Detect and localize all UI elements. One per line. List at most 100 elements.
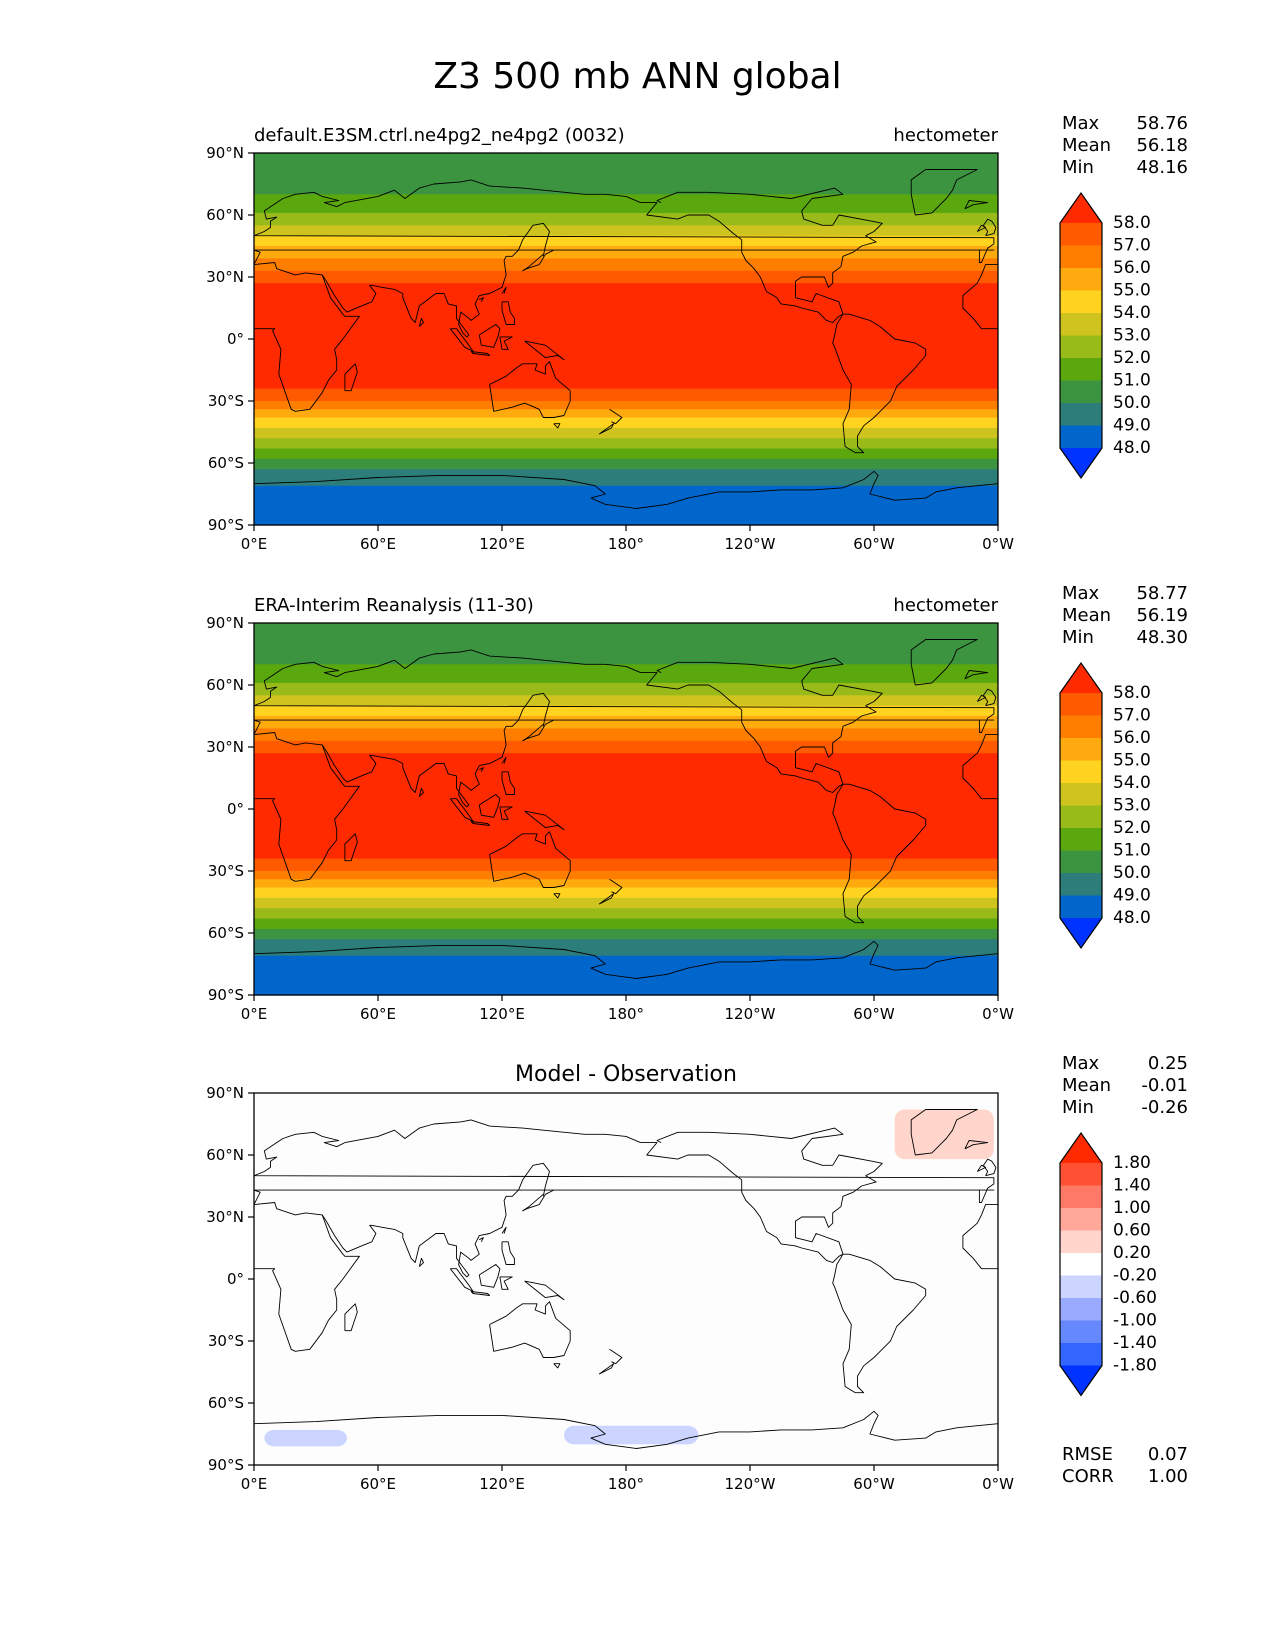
field-band bbox=[254, 239, 998, 243]
field-band bbox=[254, 664, 998, 667]
panel-0-coastline bbox=[598, 423, 615, 435]
field-band bbox=[254, 489, 998, 493]
stat-value: 56.18 bbox=[1136, 135, 1188, 156]
field-band bbox=[254, 262, 998, 266]
colorbar-segment bbox=[1060, 873, 1102, 896]
panel-1-coastline bbox=[489, 831, 571, 888]
panel-0-coastline bbox=[976, 224, 987, 232]
field-band bbox=[254, 454, 998, 458]
field-band bbox=[254, 200, 998, 204]
colorbar-segment bbox=[1060, 850, 1102, 874]
field-band bbox=[254, 155, 998, 158]
colorbar-segment bbox=[1060, 223, 1102, 246]
field-band bbox=[254, 175, 998, 179]
field-band bbox=[254, 955, 998, 959]
panel-0-coastline bbox=[321, 222, 550, 338]
colorbar-tick-label: 52.0 bbox=[1113, 348, 1151, 368]
field-band bbox=[254, 204, 998, 208]
field-band bbox=[254, 759, 998, 763]
field-band bbox=[254, 625, 998, 628]
field-band bbox=[254, 716, 998, 719]
panel-0-coastline bbox=[501, 301, 515, 325]
field-band bbox=[254, 308, 998, 311]
field-band bbox=[254, 512, 998, 516]
field-band bbox=[254, 425, 998, 429]
field-band bbox=[254, 904, 998, 907]
panel-2-coastline bbox=[524, 1280, 565, 1301]
field-band bbox=[254, 506, 998, 510]
field-band bbox=[254, 633, 998, 636]
y-tick-label: 0° bbox=[227, 330, 244, 348]
panel-1-coastline bbox=[418, 787, 424, 797]
field-band bbox=[254, 210, 998, 214]
field-band bbox=[254, 227, 998, 231]
field-band bbox=[254, 279, 998, 282]
field-band bbox=[254, 374, 998, 377]
panel-2-coastline bbox=[964, 1140, 989, 1150]
panel-1-coastline bbox=[609, 878, 623, 895]
field-band bbox=[254, 301, 998, 305]
field-band bbox=[254, 711, 998, 715]
panel-1-coastline bbox=[253, 649, 995, 793]
field-band bbox=[254, 502, 998, 505]
field-band bbox=[254, 285, 998, 288]
field-band bbox=[254, 463, 998, 466]
field-band bbox=[254, 866, 998, 870]
field-band bbox=[254, 289, 998, 293]
panel-2-coastline bbox=[598, 1363, 615, 1375]
field-band bbox=[254, 817, 998, 820]
x-tick-label: 60°E bbox=[360, 1005, 396, 1023]
field-band bbox=[254, 879, 998, 882]
field-band bbox=[254, 504, 998, 507]
panel-1-coastline bbox=[479, 767, 484, 773]
colorbar-extend-min bbox=[1060, 1365, 1102, 1396]
field-band bbox=[254, 194, 998, 197]
field-band bbox=[254, 485, 998, 489]
field-band bbox=[254, 829, 998, 833]
field-band bbox=[254, 229, 998, 233]
panel-2-coastline bbox=[499, 1276, 513, 1290]
metric-label: CORR bbox=[1062, 1466, 1114, 1487]
field-band bbox=[254, 961, 998, 965]
field-band bbox=[254, 647, 998, 651]
field-band bbox=[254, 181, 998, 185]
panel-2-coastline bbox=[522, 1189, 554, 1212]
panel-1-coastline bbox=[478, 794, 501, 818]
field-band bbox=[254, 353, 998, 357]
field-band bbox=[254, 821, 998, 825]
field-band bbox=[254, 359, 998, 363]
field-band bbox=[254, 190, 998, 193]
field-band bbox=[254, 926, 998, 930]
field-band bbox=[254, 498, 998, 501]
field-band bbox=[254, 268, 998, 272]
field-band bbox=[254, 862, 998, 866]
field-band bbox=[254, 990, 998, 994]
field-band bbox=[254, 687, 998, 690]
y-tick-label: 30°S bbox=[208, 392, 244, 410]
field-band bbox=[254, 382, 998, 386]
stat-label: Mean bbox=[1062, 605, 1111, 626]
field-band bbox=[254, 264, 998, 268]
field-band bbox=[254, 912, 998, 915]
colorbar-extend-max bbox=[1060, 663, 1102, 693]
colorbar-tick-label: 53.0 bbox=[1113, 796, 1151, 816]
panel-1-colorbar: 48.049.0 50.051.0 52.053.0 54.055.0 56.057.0… bbox=[1059, 661, 1151, 950]
colorbar-tick-label: 58.0 bbox=[1113, 683, 1151, 703]
panel-1-coastline bbox=[976, 694, 987, 702]
field-band bbox=[254, 357, 998, 361]
panel-0-coastline bbox=[253, 179, 995, 323]
field-band bbox=[254, 384, 998, 388]
x-tick-label: 180° bbox=[608, 535, 644, 553]
field-band bbox=[254, 363, 998, 367]
field-band bbox=[254, 740, 998, 744]
y-tick-label: 30°N bbox=[206, 268, 244, 286]
field-band bbox=[254, 508, 998, 512]
field-band bbox=[254, 295, 998, 299]
field-band bbox=[254, 798, 998, 802]
field-band bbox=[254, 753, 998, 756]
field-band bbox=[254, 434, 998, 437]
field-band bbox=[254, 670, 998, 674]
field-band bbox=[254, 883, 998, 887]
stat-value: -0.26 bbox=[1141, 1097, 1188, 1118]
y-tick-label: 30°S bbox=[208, 862, 244, 880]
